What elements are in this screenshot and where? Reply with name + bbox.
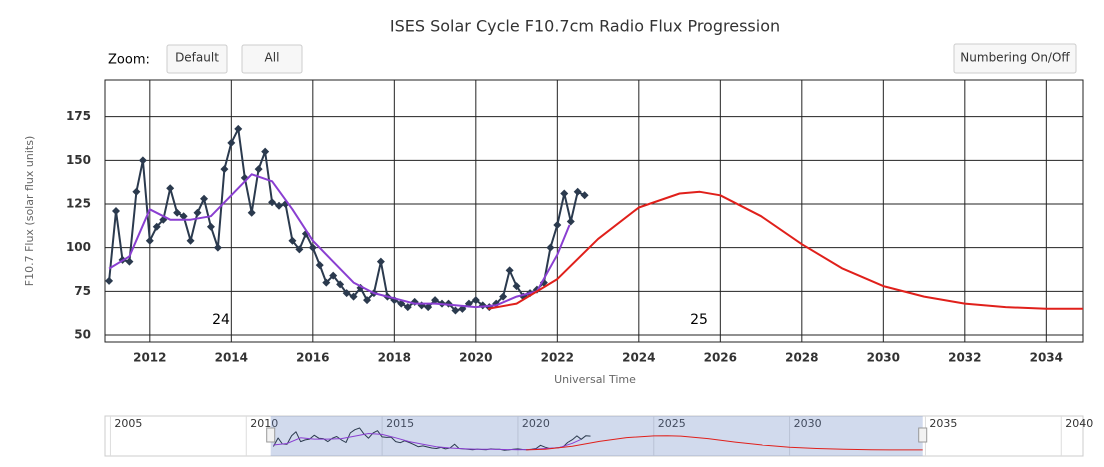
x-tick-label: 2028: [785, 351, 818, 365]
x-tick-label: 2014: [215, 351, 248, 365]
point: [206, 222, 215, 231]
point: [336, 280, 345, 289]
point: [166, 184, 175, 193]
navigator-selection: [270, 416, 923, 456]
point: [363, 296, 372, 305]
y-tick-label: 150: [66, 153, 91, 167]
x-tick-label: 2024: [622, 351, 655, 365]
series-line: [108, 173, 571, 309]
point: [451, 306, 460, 315]
y-axis-label: F10.7 Flux (solar flux units): [23, 136, 36, 287]
navigator-tick-label: 2015: [386, 417, 414, 430]
x-tick-label: 2020: [459, 351, 492, 365]
point: [553, 220, 562, 229]
cycle-label: 25: [690, 312, 708, 328]
point: [417, 301, 426, 310]
point: [295, 245, 304, 254]
x-tick-label: 2030: [867, 351, 900, 365]
point: [227, 138, 236, 147]
point: [138, 156, 147, 165]
zoom-label: Zoom:: [108, 53, 150, 68]
point: [505, 266, 514, 275]
navigator-tick-label: 2035: [929, 417, 957, 430]
point: [573, 187, 582, 196]
zoom-default-button[interactable]: Default: [166, 44, 228, 74]
point: [471, 296, 480, 305]
point: [261, 147, 270, 156]
point: [315, 261, 324, 270]
zoom-all-button[interactable]: All: [241, 44, 303, 74]
point: [247, 208, 256, 217]
navigator-tick-label: 2020: [522, 417, 550, 430]
button-label: Numbering On/Off: [960, 51, 1070, 65]
point: [376, 257, 385, 266]
cycle-label: 24: [212, 312, 230, 328]
point: [566, 217, 575, 226]
point: [546, 243, 555, 252]
point: [580, 191, 589, 200]
y-tick-label: 50: [74, 328, 91, 342]
x-tick-label: 2016: [296, 351, 329, 365]
point: [308, 243, 317, 252]
navigator-handle[interactable]: [918, 427, 928, 443]
navigator-line: [272, 427, 591, 451]
chart-title: ISES Solar Cycle F10.7cm Radio Flux Prog…: [390, 17, 780, 36]
x-axis-label: Universal Time: [554, 373, 636, 386]
button-label: Default: [175, 51, 219, 65]
navigator-tick-label: 2030: [794, 417, 822, 430]
point: [254, 165, 263, 174]
point: [275, 201, 284, 210]
point: [499, 292, 508, 301]
point: [403, 303, 412, 312]
navigator-tick-label: 2040: [1065, 417, 1093, 430]
y-tick-label: 100: [66, 240, 91, 254]
plot-border: [104, 79, 1084, 343]
point: [152, 222, 161, 231]
point: [329, 271, 338, 280]
x-tick-label: 2012: [133, 351, 166, 365]
point: [125, 257, 134, 266]
point: [145, 236, 154, 245]
navigator-line: [526, 435, 923, 451]
point: [173, 208, 182, 217]
point: [213, 243, 222, 252]
point: [349, 292, 358, 301]
point: [288, 236, 297, 245]
point: [431, 296, 440, 305]
x-tick-label: 2032: [948, 351, 981, 365]
point: [112, 207, 121, 215]
point: [268, 198, 277, 207]
navigator-tick-label: 2010: [250, 417, 278, 430]
y-tick-label: 125: [66, 197, 91, 211]
point: [322, 278, 331, 287]
navigator-tick-label: 2025: [658, 417, 686, 430]
point: [132, 187, 141, 196]
point: [234, 124, 243, 133]
x-tick-label: 2022: [541, 351, 574, 365]
y-tick-label: 175: [66, 109, 91, 123]
navigator-tick-label: 2005: [114, 417, 142, 430]
point: [342, 289, 351, 298]
point: [220, 165, 229, 174]
point: [560, 189, 569, 198]
series-line: [487, 190, 1083, 310]
x-tick-label: 2026: [704, 351, 737, 365]
x-tick-label: 2034: [1030, 351, 1063, 365]
y-tick-label: 75: [74, 284, 91, 298]
point: [105, 276, 114, 285]
point: [200, 194, 209, 203]
button-label: All: [265, 51, 280, 65]
point: [424, 303, 433, 312]
x-tick-label: 2018: [378, 351, 411, 365]
numbering-button[interactable]: Numbering On/Off: [953, 43, 1077, 74]
point: [193, 208, 202, 217]
navigator-handle[interactable]: [266, 427, 276, 443]
point: [186, 236, 195, 245]
point: [512, 282, 521, 291]
point: [179, 212, 188, 221]
